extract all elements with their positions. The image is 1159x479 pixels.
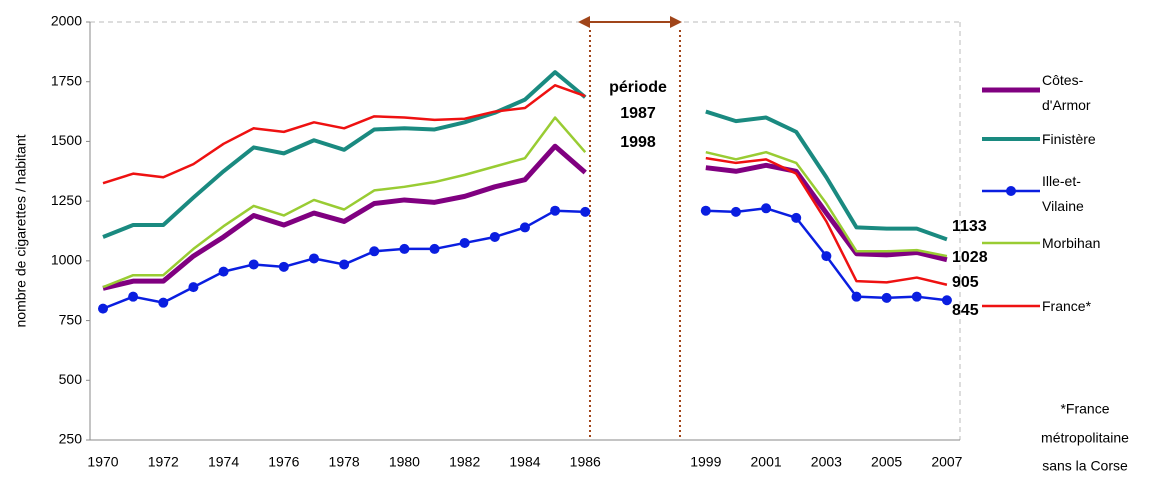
point [761, 203, 772, 214]
point [308, 253, 319, 264]
x-tick-label: 2005 [871, 454, 902, 470]
point [550, 205, 561, 216]
point [188, 282, 199, 293]
y-tick-label: 500 [59, 371, 83, 387]
series-line [102, 84, 948, 286]
period-arrowheads [578, 16, 682, 28]
legend-label: Morbihan [1042, 235, 1101, 251]
x-tick-label: 1974 [208, 454, 239, 470]
point [278, 261, 289, 272]
x-tick-label: 2003 [811, 454, 842, 470]
end-label: 905 [952, 274, 979, 291]
y-axis-label: nombre de cigarettes / habitant [13, 134, 29, 327]
point [911, 291, 922, 302]
x-tick-label: 1986 [570, 454, 601, 470]
annotation: 1998 [620, 134, 656, 151]
point [459, 237, 470, 248]
x-tick-label: 1980 [389, 454, 420, 470]
point [580, 206, 591, 217]
x-tick-label: 1982 [449, 454, 480, 470]
point [218, 266, 229, 277]
point [369, 246, 380, 257]
legend-marker [1006, 186, 1016, 196]
x-tick-label: 1984 [509, 454, 540, 470]
point [399, 243, 410, 254]
y-tick-label: 1500 [51, 132, 82, 148]
point [489, 231, 500, 242]
series-line [102, 116, 948, 289]
x-tick-label: 1970 [87, 454, 118, 470]
point [730, 206, 741, 217]
point [98, 303, 108, 314]
y-tick-label: 750 [59, 311, 83, 327]
point [941, 295, 952, 306]
point [851, 291, 862, 302]
x-tick-label: 1976 [268, 454, 299, 470]
y-tick-label: 1250 [51, 192, 82, 208]
y-tick-label: 2000 [51, 13, 82, 29]
point [339, 259, 350, 270]
point [821, 251, 832, 262]
x-tick-label: 2007 [931, 454, 962, 470]
point [700, 205, 711, 216]
point [158, 297, 169, 308]
point [881, 292, 892, 303]
series-line [102, 70, 948, 242]
footnote: *France [1060, 401, 1109, 417]
series-line [102, 143, 948, 291]
y-tick-label: 1750 [51, 72, 82, 88]
x-tick-label: 1972 [148, 454, 179, 470]
y-tick-label: 250 [59, 431, 83, 447]
point [429, 243, 440, 254]
end-label: 1133 [952, 218, 987, 235]
point [519, 222, 530, 233]
end-label: 1028 [952, 249, 988, 266]
x-tick-label: 2001 [751, 454, 782, 470]
legend-label: Finistère [1042, 131, 1096, 147]
x-tick-label: 1978 [329, 454, 360, 470]
y-tick-label: 1000 [51, 252, 82, 268]
point [128, 291, 139, 302]
legend-label: Côtes-d'Armor [1042, 72, 1091, 113]
footnote: sans la Corse [1042, 458, 1128, 474]
annotation: 1987 [620, 105, 656, 122]
legend-label: France* [1042, 298, 1092, 314]
x-tick-label: 1999 [690, 454, 721, 470]
end-label: 845 [952, 302, 979, 319]
footnote: métropolitaine [1041, 430, 1129, 446]
legend-label: Ille-et-Vilaine [1042, 173, 1084, 214]
point [248, 259, 259, 270]
annotation: période [609, 79, 667, 96]
point [791, 212, 802, 223]
